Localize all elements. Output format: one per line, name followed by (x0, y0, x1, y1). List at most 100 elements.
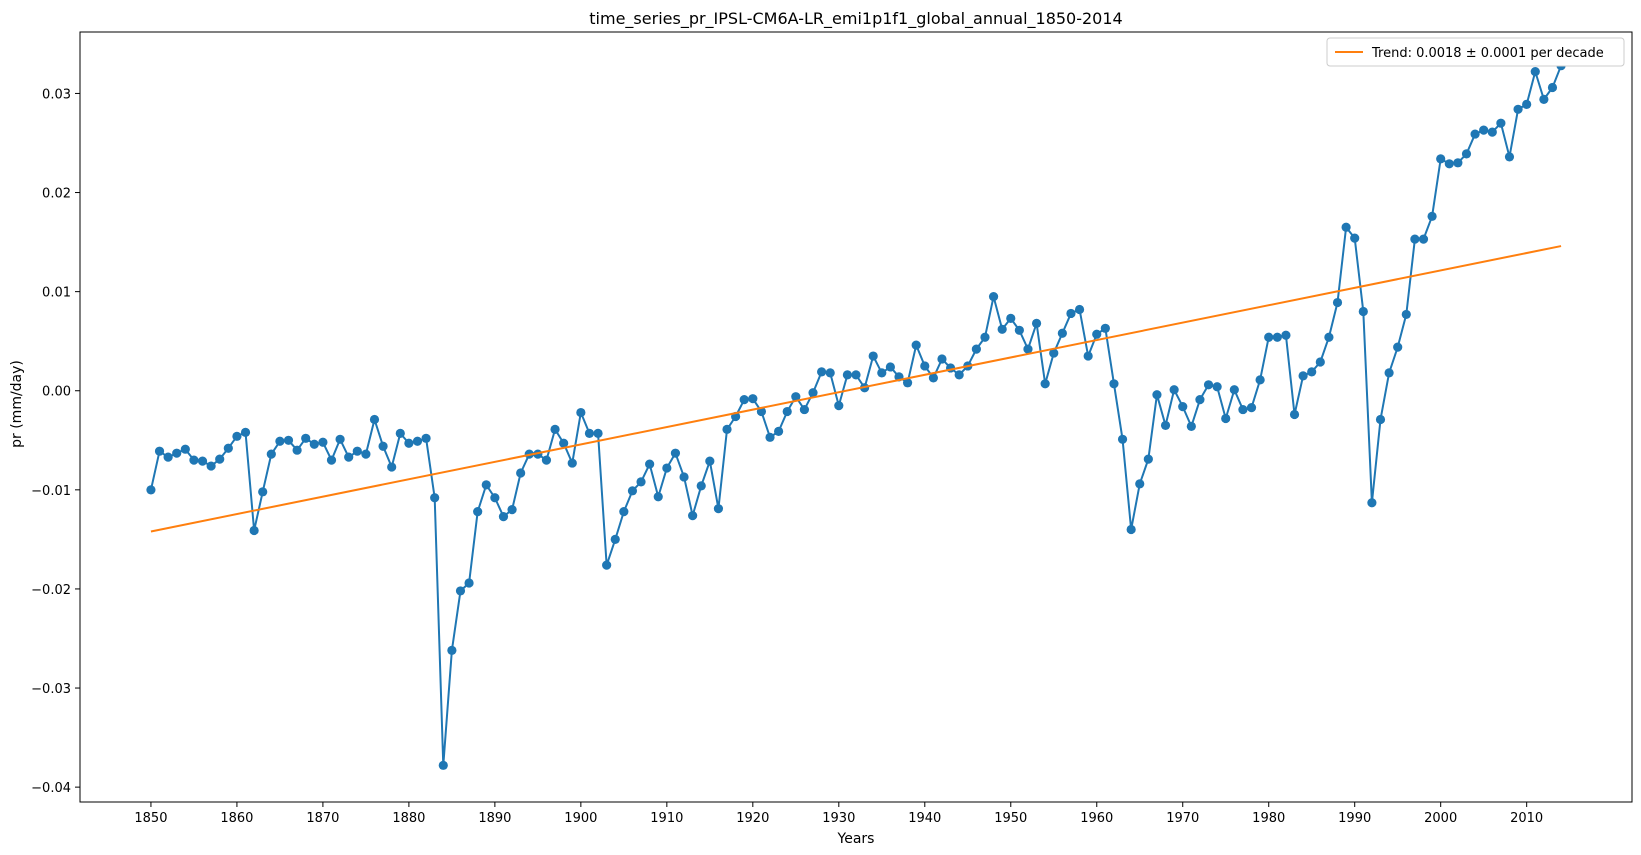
x-tick-label: 1870 (306, 811, 339, 826)
data-point (928, 373, 938, 383)
data-point (645, 459, 655, 469)
data-point (1418, 234, 1429, 244)
legend-box (1326, 37, 1625, 67)
data-point (1074, 304, 1085, 315)
data-point (481, 480, 491, 490)
data-point (352, 446, 362, 456)
data-point (576, 407, 586, 418)
axes: 1850 1860 1870 1880 1890 1900 1910 1920 1930 1940… (31, 31, 1633, 826)
data-point (490, 493, 500, 503)
data-point (1393, 342, 1403, 352)
data-point (705, 456, 715, 466)
data-point (679, 472, 689, 482)
data-point (361, 449, 371, 459)
data-point (1186, 421, 1196, 432)
trend-line (150, 245, 1562, 533)
data-point (988, 291, 999, 302)
data-point (1057, 328, 1067, 338)
data-point (1289, 409, 1300, 420)
legend: Trend: 0.0018 ± 0.0001 per decade (1326, 37, 1625, 67)
y-tick-label: 0.02 (42, 187, 71, 202)
data-point (1350, 233, 1360, 243)
data-point (1513, 104, 1523, 114)
data-point (369, 414, 380, 425)
data-point (627, 486, 638, 496)
data-point (559, 438, 569, 448)
data-point (1324, 332, 1334, 342)
data-point (387, 462, 397, 472)
data-point (1152, 390, 1162, 400)
data-point (1530, 67, 1540, 77)
data-point (1100, 323, 1110, 333)
data-point (326, 455, 337, 465)
data-point (172, 448, 182, 458)
data-point (1264, 332, 1274, 342)
data-point (1384, 368, 1394, 378)
legend-label-trend: Trend: 0.0018 ± 0.0001 per decade (1371, 46, 1604, 61)
x-tick-label: 1900 (564, 811, 597, 826)
data-point (1006, 313, 1016, 323)
data-point (404, 438, 414, 448)
data-point (1375, 414, 1386, 425)
data-point (412, 436, 423, 446)
data-point (154, 446, 165, 456)
data-point (868, 351, 878, 361)
data-point (765, 432, 775, 442)
data-point (1014, 325, 1024, 335)
data-point (240, 427, 251, 437)
data-point (1203, 380, 1214, 390)
data-point (1040, 379, 1050, 389)
data-point (464, 578, 474, 588)
data-point (1049, 348, 1059, 358)
data-point (1178, 401, 1188, 412)
data-point (1238, 404, 1248, 415)
data-point (395, 428, 405, 438)
data-point (1109, 379, 1119, 389)
x-tick-label: 1970 (1166, 811, 1199, 826)
data-point (1410, 234, 1420, 244)
data-point (920, 361, 930, 371)
x-axis-title: Years (837, 831, 875, 847)
data-point (688, 510, 698, 521)
x-tick-label: 1860 (220, 811, 253, 826)
data-point (292, 445, 302, 455)
data-point (713, 504, 724, 514)
data-point (722, 424, 732, 434)
y-tick-label: 0.03 (42, 87, 71, 102)
x-tick-label: 1890 (478, 811, 511, 826)
data-point (301, 433, 311, 443)
data-point (653, 492, 663, 502)
data-point (1169, 385, 1179, 395)
data-point (791, 392, 801, 402)
data-point (541, 455, 552, 465)
x-tick-label: 1910 (650, 811, 683, 826)
data-point (1135, 479, 1145, 489)
data-point (1522, 99, 1532, 109)
data-point (1066, 308, 1076, 319)
data-point (206, 461, 216, 471)
data-point (498, 511, 509, 522)
data-point (1315, 357, 1325, 367)
data-point (1367, 498, 1377, 508)
data-point (1281, 330, 1291, 340)
chart-title: time_series_pr_IPSL-CM6A-LR_emi1p1f1_glo… (589, 9, 1122, 29)
data-point (1461, 149, 1472, 159)
data-point (619, 507, 629, 517)
data-point (232, 431, 242, 441)
data-point (902, 378, 913, 388)
data-point (593, 428, 603, 438)
y-tick-label: −0.01 (31, 484, 71, 499)
y-tick-label: −0.03 (31, 682, 71, 697)
data-point (335, 434, 345, 444)
data-point (1453, 158, 1463, 168)
data-point (739, 395, 749, 405)
data-point (877, 368, 887, 378)
data-point (1547, 82, 1558, 93)
data-point (1117, 434, 1128, 444)
data-point (610, 534, 620, 544)
data-point (283, 435, 294, 445)
data-point (696, 481, 706, 491)
x-tick-label: 1960 (1080, 811, 1113, 826)
